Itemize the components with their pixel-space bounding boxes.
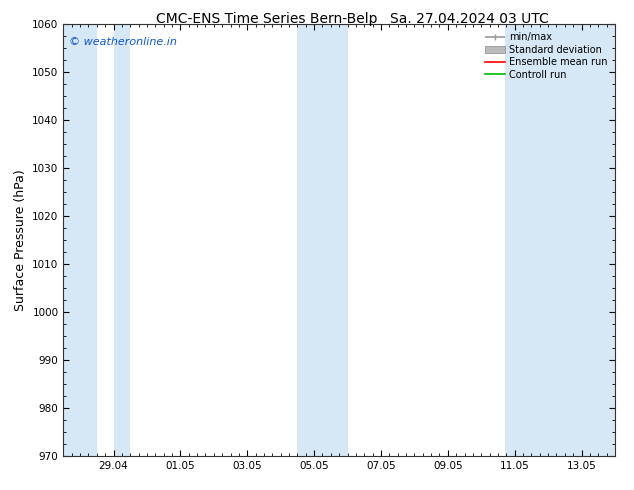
Bar — [505, 24, 615, 456]
Bar — [297, 24, 347, 456]
Text: Sa. 27.04.2024 03 UTC: Sa. 27.04.2024 03 UTC — [390, 12, 548, 26]
Y-axis label: Surface Pressure (hPa): Surface Pressure (hPa) — [14, 169, 27, 311]
Bar — [63, 24, 97, 456]
Text: CMC-ENS Time Series Bern-Belp: CMC-ENS Time Series Bern-Belp — [155, 12, 377, 26]
Bar — [113, 24, 130, 456]
Text: © weatheronline.in: © weatheronline.in — [69, 37, 177, 48]
Legend: min/max, Standard deviation, Ensemble mean run, Controll run: min/max, Standard deviation, Ensemble me… — [482, 29, 610, 82]
